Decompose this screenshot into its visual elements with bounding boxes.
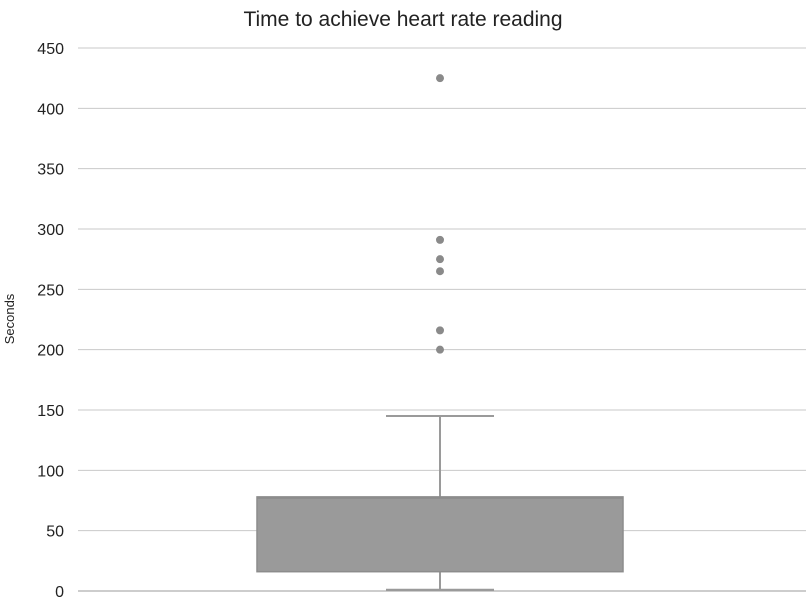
plot-area: [256, 74, 624, 591]
y-tick-label: 250: [37, 282, 64, 299]
y-axis-label: Seconds: [2, 293, 17, 344]
y-tick-label: 50: [46, 524, 64, 541]
y-tick-label: 350: [37, 162, 64, 179]
y-tick-label: 450: [37, 41, 64, 58]
chart-title: Time to achieve heart rate reading: [243, 8, 562, 31]
outlier-point: [436, 74, 444, 83]
outlier-point: [436, 267, 444, 276]
outlier-point: [436, 345, 444, 354]
y-tick-label: 100: [37, 463, 64, 480]
y-tick-label: 300: [37, 222, 64, 239]
y-axis-ticks: 0 50 100 150 200 250 300 350 400 450: [37, 41, 64, 601]
outlier-point: [436, 326, 444, 335]
y-tick-label: 0: [55, 584, 64, 601]
y-tick-label: 400: [37, 101, 64, 118]
box-iqr: [256, 496, 624, 573]
y-tick-label: 200: [37, 343, 64, 360]
y-tick-label: 150: [37, 403, 64, 420]
outlier-point: [436, 235, 444, 244]
outlier-point: [436, 255, 444, 264]
